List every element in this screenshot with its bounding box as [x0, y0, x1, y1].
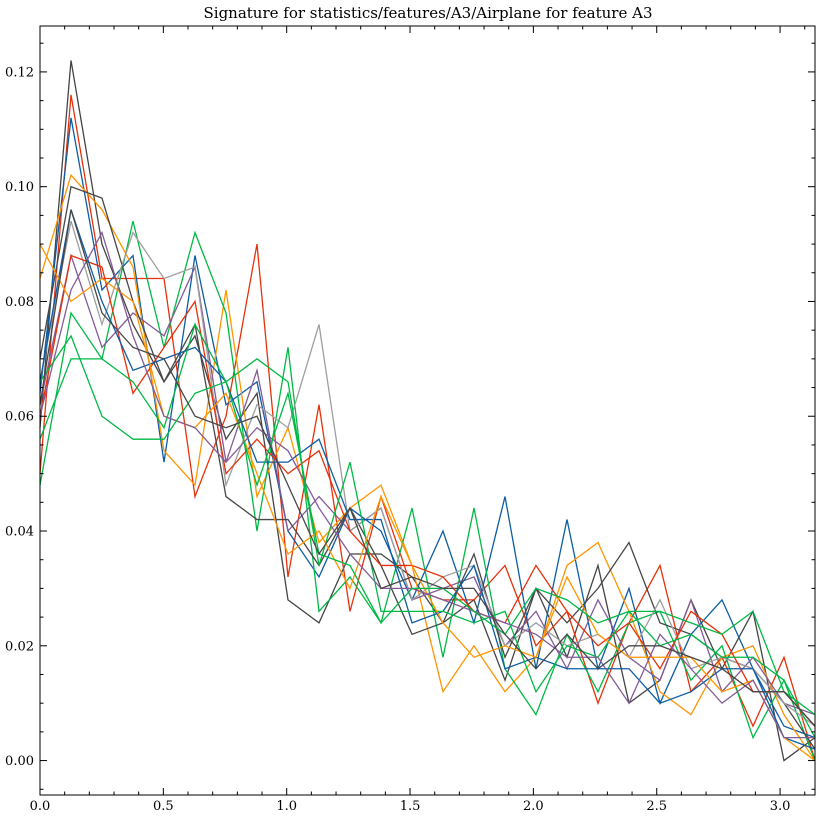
series-line-13	[39, 230, 815, 739]
series-line-10	[39, 209, 816, 750]
y-tick-label: 0.06	[5, 410, 34, 425]
series-line-15	[39, 209, 816, 727]
x-tick-label: 0.5	[153, 799, 174, 814]
chart-title: Signature for statistics/features/A3/Air…	[204, 4, 653, 22]
series-line-3	[39, 117, 816, 739]
y-tick-label: 0.00	[5, 754, 34, 769]
series-layer	[39, 60, 816, 762]
x-tick-label: 1.5	[400, 799, 421, 814]
series-line-7	[39, 185, 816, 750]
series-line-14	[39, 334, 816, 738]
y-tick-label: 0.10	[5, 180, 34, 195]
series-line-11	[39, 322, 816, 716]
series-line-5	[39, 220, 816, 761]
y-tick-label: 0.12	[5, 65, 34, 80]
series-line-4	[39, 173, 816, 761]
y-tick-label: 0.02	[5, 639, 34, 654]
x-tick-label: 2.0	[523, 799, 544, 814]
x-tick-label: 2.5	[646, 799, 667, 814]
x-tick-label: 1.0	[276, 799, 297, 814]
x-tick-label: 3.0	[770, 799, 791, 814]
plot-frame	[39, 25, 816, 796]
series-line-6	[39, 253, 816, 716]
series-line-8	[39, 220, 816, 727]
x-tick-label: 0.0	[30, 799, 51, 814]
series-line-9	[39, 254, 816, 727]
ticks-layer: 0.0 0.5 1.0 1.5 2.0 2.5 3.0 0.00 0.02 0.04 0.06 0.0…	[5, 26, 815, 814]
y-tick-label: 0.08	[5, 295, 34, 310]
y-tick-label: 0.04	[5, 525, 34, 540]
